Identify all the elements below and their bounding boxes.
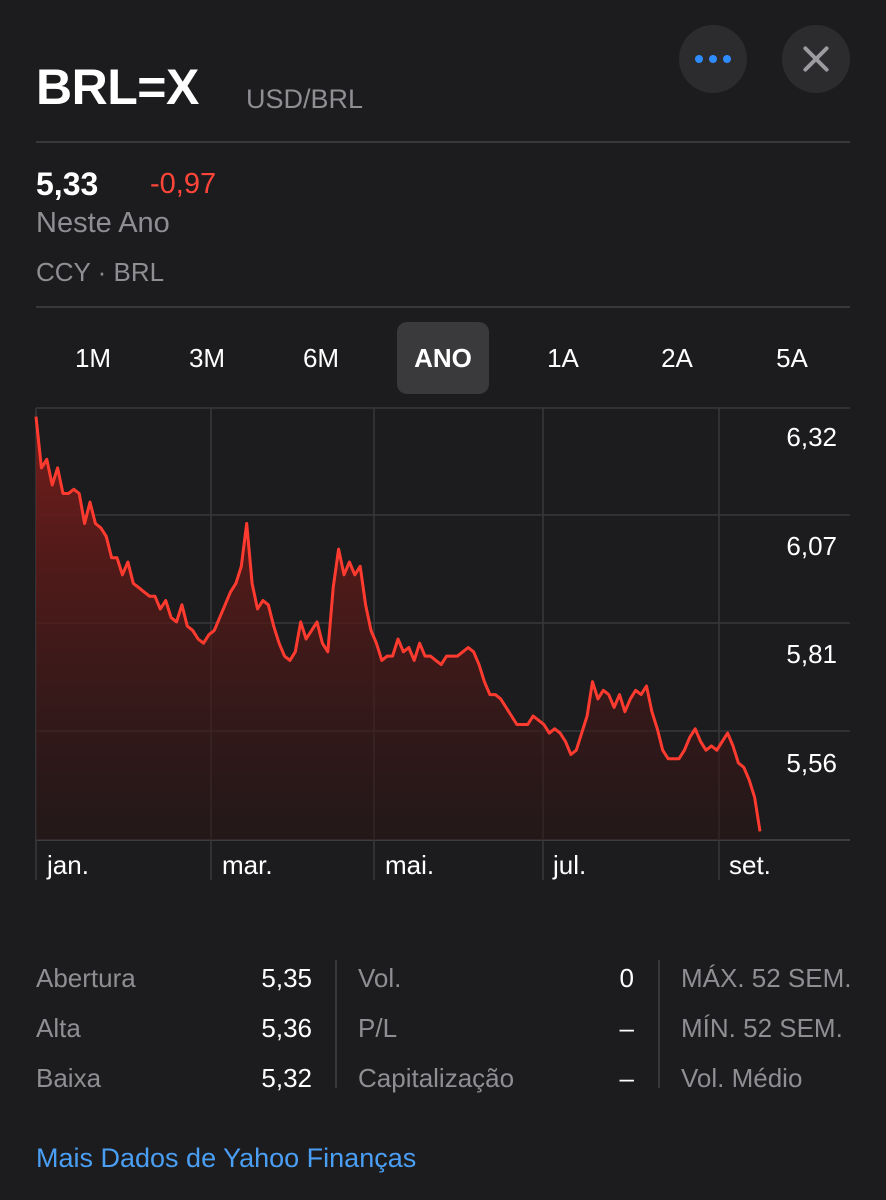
tab-label: 1A xyxy=(547,342,579,373)
y-axis-labels: 6,32 6,07 5,81 5,56 xyxy=(786,422,837,778)
currency-info: CCY · BRL xyxy=(36,257,165,287)
x-axis-labels: jan. mar. mai. jul. set. xyxy=(46,850,771,880)
close-button[interactable] xyxy=(782,25,850,93)
stat-value-vol: 0 xyxy=(619,963,634,993)
tab-label: 3M xyxy=(188,342,226,373)
x-tick-label: mai. xyxy=(385,850,434,880)
stat-label-max52: MÁX. 52 SEM. xyxy=(681,963,852,993)
stat-label-baixa: Baixa xyxy=(36,1063,102,1093)
stat-label-vol-medio: Vol. Médio xyxy=(681,1063,803,1093)
price-chart[interactable]: 6,32 6,07 5,81 5,56 jan. mar. mai. jul. set. xyxy=(0,400,886,890)
x-tick-label: mar. xyxy=(222,850,273,880)
stat-value-abertura: 5,35 xyxy=(261,963,312,993)
y-tick-label: 5,81 xyxy=(786,639,837,669)
x-tick-label: set. xyxy=(729,850,771,880)
stat-value-baixa: 5,32 xyxy=(261,1063,312,1093)
price-area xyxy=(36,416,760,840)
ellipsis-icon xyxy=(695,55,731,63)
tab-2a[interactable]: 2A xyxy=(627,322,727,394)
price-change: -0,97 xyxy=(150,168,217,200)
more-button[interactable] xyxy=(679,25,747,93)
tab-1m[interactable]: 1M xyxy=(43,322,143,394)
tab-label: 1M xyxy=(74,342,112,373)
tab-label: 5A xyxy=(776,342,808,373)
ticker-symbol: BRL=X xyxy=(36,59,199,115)
price-line xyxy=(34,416,762,832)
tab-label: ANO xyxy=(414,342,472,373)
close-icon xyxy=(801,44,831,74)
ticker-name: USD/BRL xyxy=(246,84,364,114)
stat-value-cap: – xyxy=(619,1063,634,1093)
stat-value-alta: 5,36 xyxy=(261,1013,312,1043)
stats-divider xyxy=(658,960,660,1088)
tab-label: 2A xyxy=(661,342,693,373)
x-tick-label: jan. xyxy=(46,850,89,880)
yahoo-finance-link[interactable]: Mais Dados de Yahoo Finanças xyxy=(36,1143,417,1173)
current-price: 5,33 xyxy=(36,166,99,202)
y-tick-label: 6,07 xyxy=(786,531,837,561)
tab-ano[interactable]: ANO xyxy=(397,322,489,394)
y-tick-label: 6,32 xyxy=(786,422,837,452)
header-divider xyxy=(36,141,850,143)
stat-label-pl: P/L xyxy=(358,1013,398,1043)
x-tick-label: jul. xyxy=(552,850,586,880)
stats-divider xyxy=(335,960,337,1088)
tab-6m[interactable]: 6M xyxy=(271,322,371,394)
change-period: Neste Ano xyxy=(36,207,170,239)
quote-divider xyxy=(36,306,850,308)
stat-value-pl: – xyxy=(619,1013,634,1043)
tab-1a[interactable]: 1A xyxy=(513,322,613,394)
tab-label: 6M xyxy=(302,342,340,373)
stat-label-min52: MÍN. 52 SEM. xyxy=(681,1013,843,1043)
y-tick-label: 5,56 xyxy=(786,748,837,778)
stat-label-abertura: Abertura xyxy=(36,963,136,993)
tab-3m[interactable]: 3M xyxy=(157,322,257,394)
stat-label-cap: Capitalização xyxy=(358,1063,515,1093)
stat-label-alta: Alta xyxy=(36,1013,81,1043)
stat-label-vol: Vol. xyxy=(358,963,402,993)
tab-5a[interactable]: 5A xyxy=(742,322,842,394)
